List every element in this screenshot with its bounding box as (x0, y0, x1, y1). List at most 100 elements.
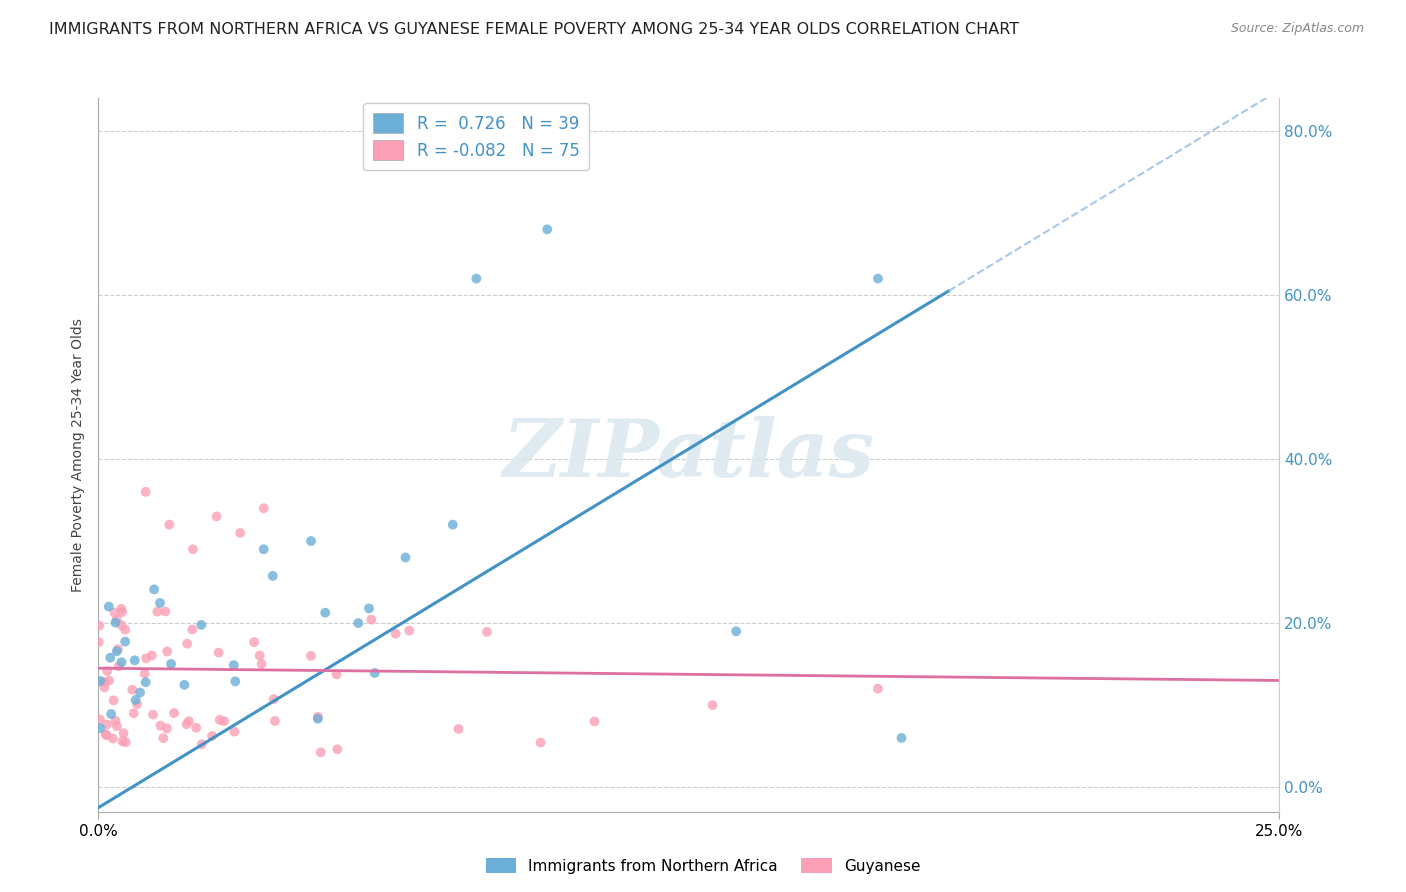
Point (93, 674, 115, 689)
Point (529, 735, 551, 749)
Point (96, 664, 118, 678)
Point (110, 618, 132, 632)
Point (93, 681, 115, 695)
Point (725, 624, 748, 639)
Point (263, 692, 285, 706)
Y-axis label: Female Poverty Among 25-34 Year Olds: Female Poverty Among 25-34 Year Olds (72, 318, 86, 592)
Point (181, 623, 204, 637)
Point (124, 653, 146, 667)
Point (156, 644, 179, 658)
Point (314, 606, 336, 620)
Point (890, 731, 912, 745)
Point (384, 626, 406, 640)
Point (114, 735, 136, 749)
Point (94, 727, 117, 741)
Point (101, 731, 124, 746)
Point (207, 646, 229, 660)
Point (134, 666, 156, 681)
Point (441, 517, 464, 532)
Point (262, 569, 284, 583)
Point (89, 713, 111, 727)
Point (357, 601, 380, 615)
Point (121, 682, 143, 697)
Point (224, 724, 246, 739)
Point (98, 673, 121, 688)
Legend: R =  0.726   N = 39, R = -0.082   N = 75: R = 0.726 N = 39, R = -0.082 N = 75 (363, 103, 589, 170)
Point (212, 714, 235, 728)
Point (299, 534, 322, 549)
Point (143, 582, 166, 597)
Point (107, 642, 129, 657)
Point (866, 271, 889, 285)
Point (96, 728, 118, 742)
Point (264, 714, 287, 728)
Point (307, 710, 329, 724)
Point (146, 605, 169, 619)
Point (190, 618, 212, 632)
Point (176, 717, 198, 731)
Point (536, 222, 558, 236)
Point (205, 509, 228, 524)
Point (89, 673, 111, 688)
Point (156, 722, 179, 736)
Text: ZIPatlas: ZIPatlas (503, 417, 875, 493)
Point (326, 742, 349, 756)
Point (107, 659, 129, 673)
Point (110, 655, 132, 669)
Point (583, 714, 606, 729)
Point (104, 714, 127, 728)
Point (97, 599, 120, 614)
Point (243, 635, 266, 649)
Point (325, 667, 347, 681)
Point (208, 713, 231, 727)
Point (135, 651, 157, 665)
Point (186, 721, 208, 735)
Point (465, 271, 488, 285)
Point (141, 648, 163, 663)
Point (253, 501, 276, 516)
Point (96, 717, 118, 731)
Point (364, 665, 387, 680)
Point (110, 602, 132, 616)
Text: Source: ZipAtlas.com: Source: ZipAtlas.com (1230, 22, 1364, 36)
Point (152, 731, 174, 746)
Point (149, 596, 172, 610)
Point (112, 726, 135, 740)
Point (176, 637, 198, 651)
Point (114, 634, 136, 648)
Point (702, 698, 724, 712)
Point (142, 707, 165, 722)
Point (122, 706, 145, 721)
Point (105, 612, 128, 626)
Point (135, 484, 157, 499)
Point (398, 624, 420, 638)
Point (360, 613, 382, 627)
Point (253, 542, 276, 557)
Point (103, 693, 125, 707)
Point (105, 719, 128, 733)
Point (177, 714, 200, 729)
Point (307, 712, 329, 726)
Point (124, 693, 146, 707)
Point (866, 681, 889, 696)
Point (149, 718, 172, 732)
Point (347, 616, 370, 631)
Point (114, 623, 136, 637)
Point (181, 542, 204, 557)
Point (250, 657, 273, 671)
Point (129, 685, 152, 699)
Point (89, 618, 111, 632)
Point (155, 605, 177, 619)
Point (104, 615, 127, 630)
Point (299, 648, 322, 663)
Point (190, 737, 212, 751)
Point (111, 734, 134, 748)
Point (222, 658, 245, 673)
Point (475, 624, 498, 639)
Point (157, 517, 180, 532)
Point (89, 721, 111, 735)
Legend: Immigrants from Northern Africa, Guyanese: Immigrants from Northern Africa, Guyanes… (479, 852, 927, 880)
Point (127, 697, 149, 711)
Point (173, 678, 195, 692)
Point (135, 675, 157, 690)
